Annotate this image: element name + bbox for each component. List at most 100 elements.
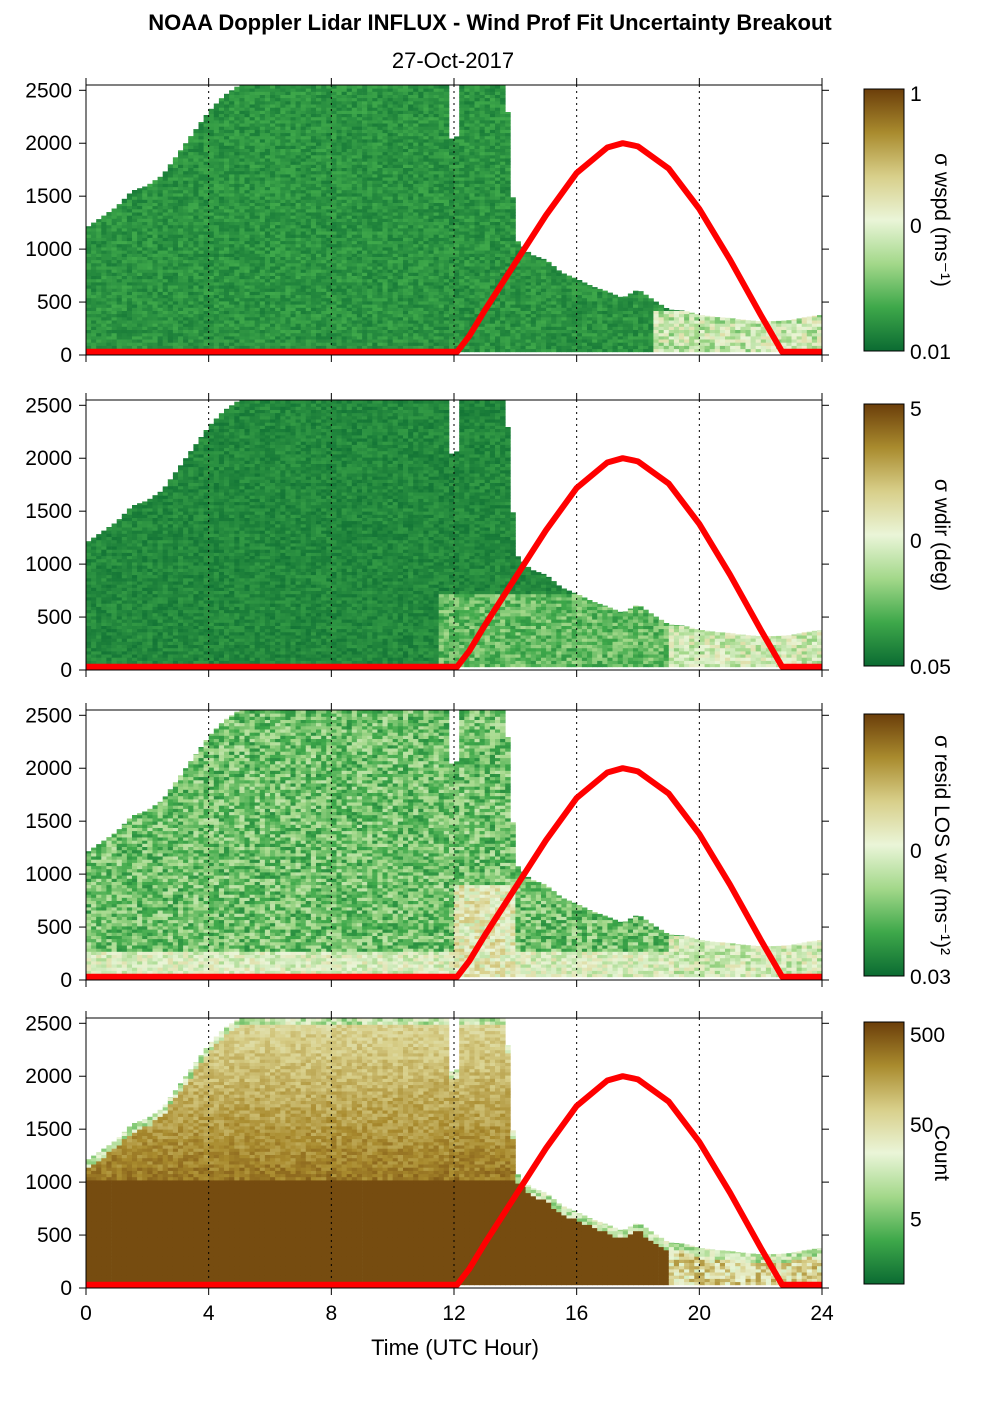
heatmap-cell [239, 294, 245, 299]
heatmap-cell [382, 269, 388, 273]
heatmap-cell [372, 313, 378, 318]
heatmap-cell [290, 247, 296, 251]
heatmap-cell [403, 237, 409, 242]
heatmap-cell [295, 291, 302, 296]
heatmap-cell [162, 227, 169, 232]
heatmap-cell [208, 132, 215, 137]
heatmap-cell [229, 94, 235, 99]
heatmap-cell [351, 129, 358, 134]
heatmap-cell [275, 107, 281, 111]
heatmap-cell [336, 247, 342, 251]
heatmap-cell [392, 189, 399, 194]
heatmap-cell [244, 196, 250, 200]
heatmap-cell [270, 119, 276, 124]
heatmap-cell [213, 116, 220, 121]
heatmap-cell [244, 202, 250, 207]
heatmap-cell [428, 243, 434, 248]
heatmap-cell [254, 88, 261, 92]
heatmap-cell [387, 151, 394, 156]
heatmap-cell [198, 170, 204, 175]
heatmap-cell [336, 196, 342, 200]
heatmap-cell [397, 339, 404, 343]
heatmap-cell [259, 288, 266, 292]
heatmap-cell [290, 154, 296, 159]
heatmap-cell [132, 227, 138, 232]
heatmap-cell [372, 250, 378, 254]
heatmap-cell [157, 342, 164, 346]
heatmap-cell [423, 154, 429, 159]
heatmap-cell [305, 323, 312, 327]
heatmap-cell [346, 272, 353, 276]
heatmap-cell [254, 313, 261, 318]
heatmap-cell [157, 297, 164, 302]
heatmap-cell [152, 332, 158, 337]
heatmap-cell [208, 310, 215, 315]
heatmap-cell [229, 301, 235, 305]
heatmap-cell [331, 224, 337, 229]
heatmap-cell [188, 259, 194, 264]
heatmap-cell [193, 205, 199, 210]
heatmap-cell [254, 164, 261, 168]
heatmap-cell [285, 275, 291, 280]
heatmap-cell [275, 259, 281, 264]
heatmap-cell [234, 297, 240, 302]
heatmap-cell [316, 107, 322, 111]
heatmap-cell [101, 224, 107, 229]
heatmap-cell [157, 345, 164, 350]
heatmap-cell [285, 170, 291, 175]
heatmap-cell [326, 199, 332, 203]
heatmap-cell [203, 212, 210, 216]
heatmap-cell [203, 135, 210, 140]
heatmap-cell [275, 104, 281, 108]
heatmap-cell [305, 218, 312, 222]
heatmap-cell [229, 205, 235, 210]
heatmap-cell [213, 256, 220, 261]
heatmap-cell [126, 215, 133, 219]
heatmap-cell [167, 326, 174, 330]
heatmap-cell [229, 240, 235, 245]
heatmap-cell [183, 186, 189, 191]
heatmap-cell [356, 139, 363, 143]
heatmap-cell [387, 154, 394, 159]
heatmap-cell [316, 301, 322, 305]
heatmap-cell [392, 291, 399, 296]
heatmap-cell [254, 189, 261, 194]
heatmap-cell [336, 129, 342, 134]
heatmap-cell [382, 301, 388, 305]
heatmap-cell [305, 307, 312, 311]
heatmap-cell [356, 345, 363, 350]
heatmap-cell [167, 253, 174, 257]
heatmap-cell [218, 250, 225, 254]
heatmap-cell [321, 221, 327, 226]
heatmap-cell [249, 253, 256, 257]
heatmap-cell [218, 345, 225, 350]
heatmap-cell [96, 313, 102, 318]
heatmap-cell [418, 332, 424, 337]
heatmap-cell [178, 193, 184, 197]
heatmap-cell [193, 154, 199, 159]
heatmap-cell [341, 221, 348, 226]
heatmap-cell [167, 177, 174, 181]
heatmap-cell [305, 186, 312, 191]
heatmap-cell [428, 247, 434, 251]
heatmap-cell [208, 253, 215, 257]
heatmap-cell [397, 259, 404, 264]
heatmap-cell [239, 104, 245, 108]
heatmap-cell [372, 126, 378, 130]
heatmap-cell [264, 132, 271, 137]
heatmap-cell [259, 104, 266, 108]
heatmap-cell [300, 231, 307, 235]
heatmap-cell [280, 288, 286, 292]
heatmap-cell [111, 294, 118, 299]
heatmap-cell [351, 193, 358, 197]
heatmap-cell [121, 345, 128, 350]
heatmap-cell [208, 266, 215, 270]
heatmap-cell [259, 123, 266, 127]
heatmap-cell [290, 301, 296, 305]
heatmap-cell [86, 326, 92, 330]
heatmap-cell [321, 129, 327, 134]
heatmap-cell [351, 281, 358, 286]
heatmap-cell [270, 304, 276, 308]
heatmap-cell [331, 240, 337, 245]
heatmap-cell [285, 177, 291, 181]
